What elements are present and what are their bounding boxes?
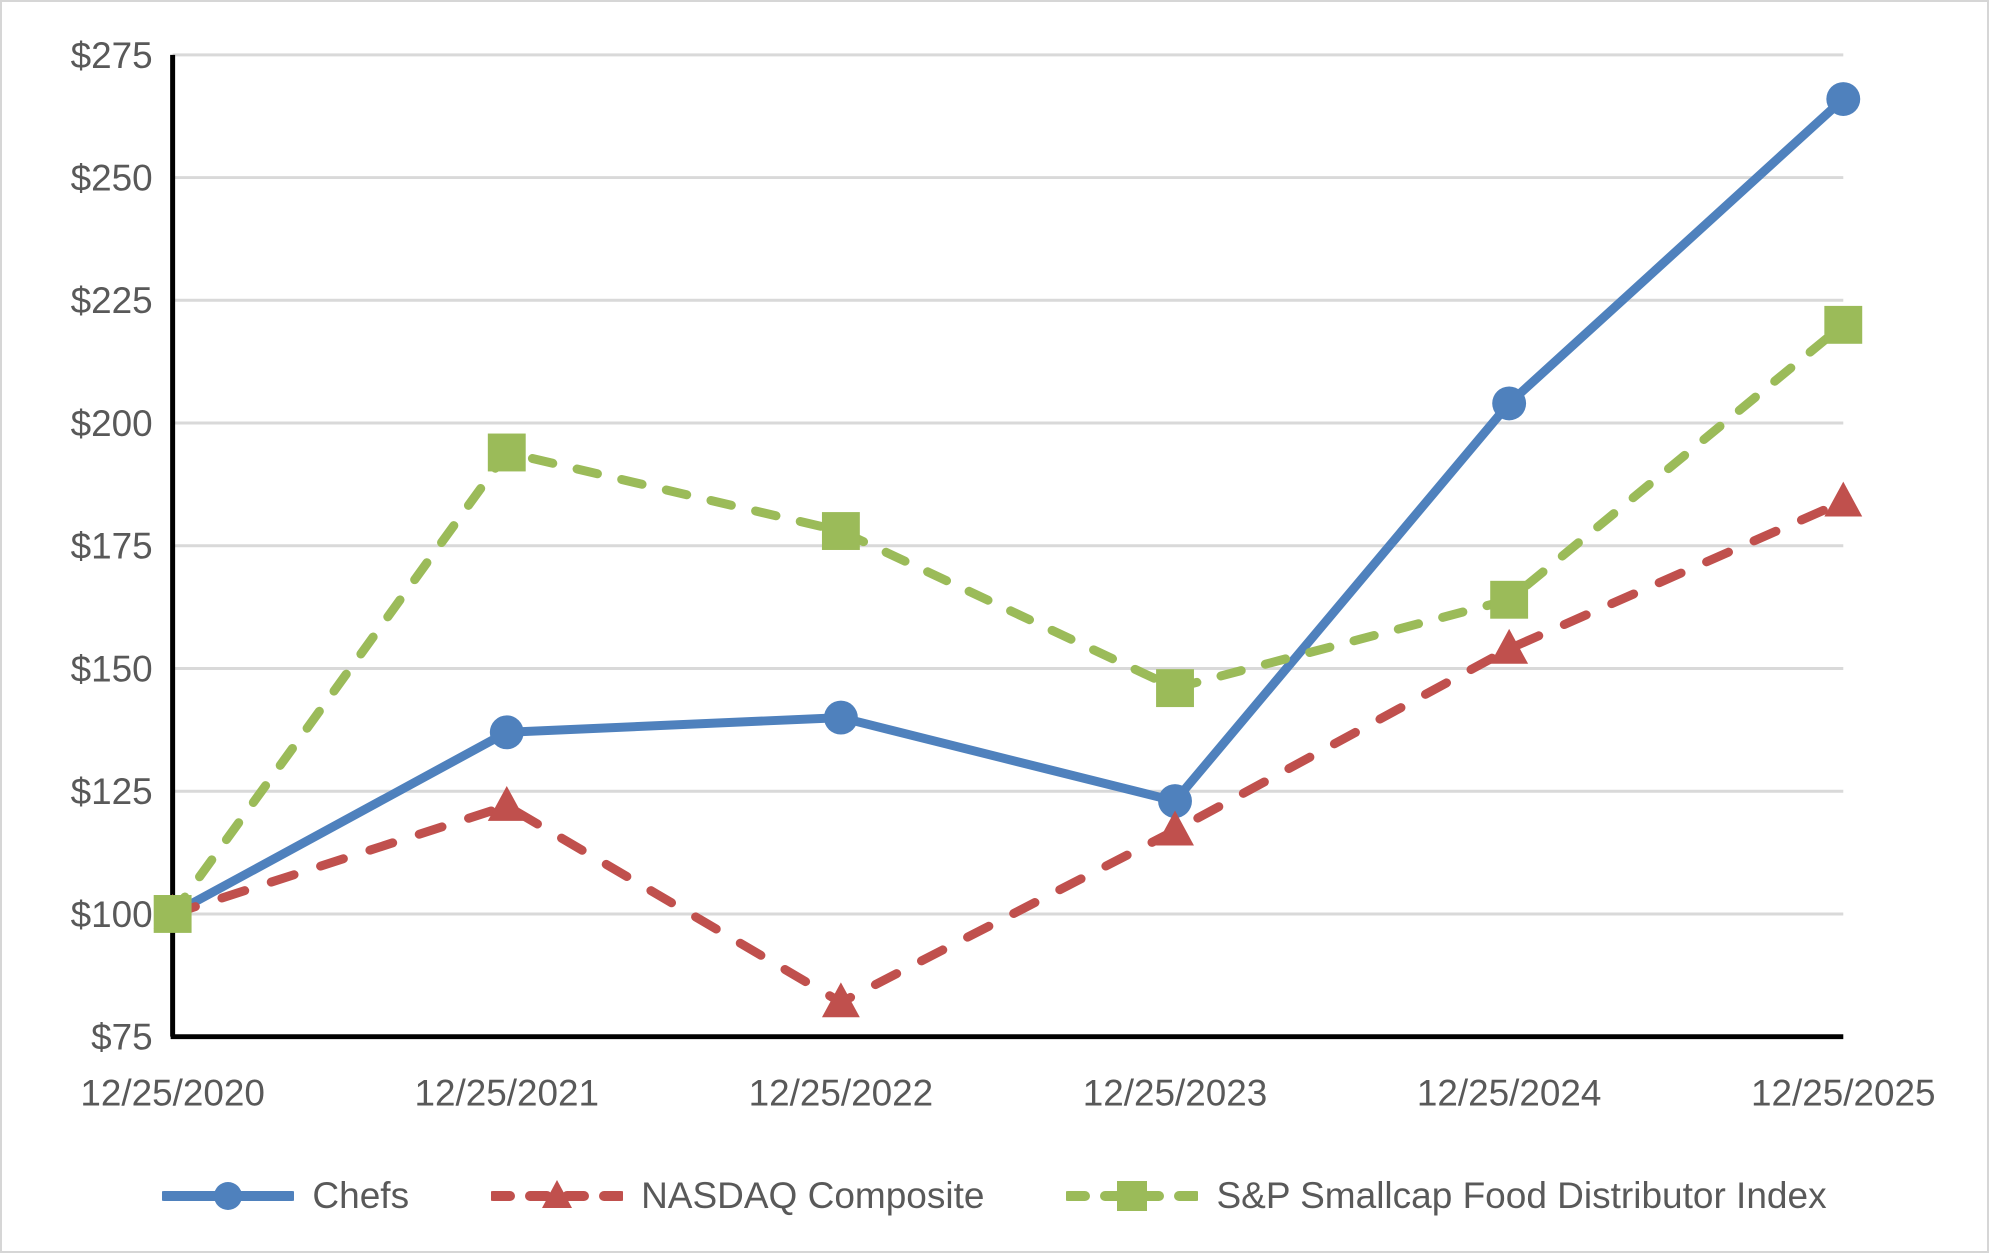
legend-label-chefs: Chefs (312, 1175, 410, 1216)
marker-circle-chefs (1158, 784, 1192, 818)
x-axis-tick-label: 12/25/2025 (1751, 1072, 1936, 1113)
series-line-s-p-smallcap-food-distributor-index (168, 320, 1848, 919)
y-axis-tick-label: $225 (71, 280, 153, 321)
x-axis-tick-label: 12/25/2021 (414, 1072, 599, 1113)
x-axis-tick-label: 12/25/2024 (1417, 1072, 1602, 1113)
square-line-swatch-icon (1066, 1181, 1199, 1211)
series-line-chefs (168, 94, 1848, 919)
marker-circle-chefs (1826, 82, 1861, 116)
marker-triangle-nasdaq-composite (821, 982, 860, 1018)
circle-line-swatch-icon (162, 1182, 295, 1210)
y-axis-tick-label: $175 (71, 526, 153, 567)
marker-triangle-nasdaq-composite (487, 786, 526, 821)
marker-square-s-p-smallcap-food-distributor-index (821, 512, 860, 550)
x-axis-tick-label: 12/25/2020 (80, 1072, 265, 1113)
legend-label-nasdaq-composite: NASDAQ Composite (641, 1175, 985, 1216)
x-axis-tick-label: 12/25/2023 (1083, 1072, 1268, 1113)
y-axis-tick-label: $275 (71, 35, 153, 76)
legend-label-sp-smallcap-food-distributor-index: S&P Smallcap Food Distributor Index (1216, 1175, 1827, 1216)
marker-circle-chefs (1492, 386, 1527, 421)
y-axis-tick-label: $125 (71, 771, 153, 812)
marker-triangle-nasdaq-composite (1490, 628, 1529, 664)
legend-swatch-chefs (162, 1174, 295, 1218)
marker-square-s-p-smallcap-food-distributor-index (153, 895, 192, 933)
legend-item-sp-smallcap-food-distributor-index: S&P Smallcap Food Distributor Index (1066, 1174, 1827, 1218)
y-axis-tick-label: $250 (71, 158, 153, 199)
y-axis-tick-label: $100 (71, 894, 153, 935)
y-axis-tick-label: $75 (91, 1017, 153, 1058)
x-axis-tick-label: 12/25/2022 (749, 1072, 934, 1113)
marker-square-s-p-smallcap-food-distributor-index (487, 433, 526, 472)
triangle-line-swatch-icon (491, 1180, 624, 1208)
marker-square-s-p-smallcap-food-distributor-index (1490, 580, 1529, 619)
marker-triangle-nasdaq-composite (1824, 481, 1863, 517)
series-line-nasdaq-composite (168, 497, 1848, 1007)
marker-circle-chefs (489, 715, 524, 750)
marker-square-s-p-smallcap-food-distributor-index (1156, 669, 1194, 708)
legend-item-chefs: Chefs (162, 1174, 409, 1218)
legend-item-nasdaq-composite: NASDAQ Composite (491, 1174, 984, 1218)
legend-swatch-sp-smallcap-food-distributor-index (1066, 1174, 1199, 1218)
marker-circle-chefs (823, 700, 858, 735)
y-axis-tick-label: $200 (71, 403, 153, 444)
marker-square-s-p-smallcap-food-distributor-index (1824, 305, 1863, 344)
y-axis-tick-label: $150 (71, 648, 153, 689)
legend-swatch-nasdaq-composite (491, 1174, 624, 1218)
marker-triangle-nasdaq-composite (1156, 810, 1194, 846)
chart-legend: Chefs NASDAQ Composite S&P Smallcap Food… (2, 1174, 1987, 1218)
